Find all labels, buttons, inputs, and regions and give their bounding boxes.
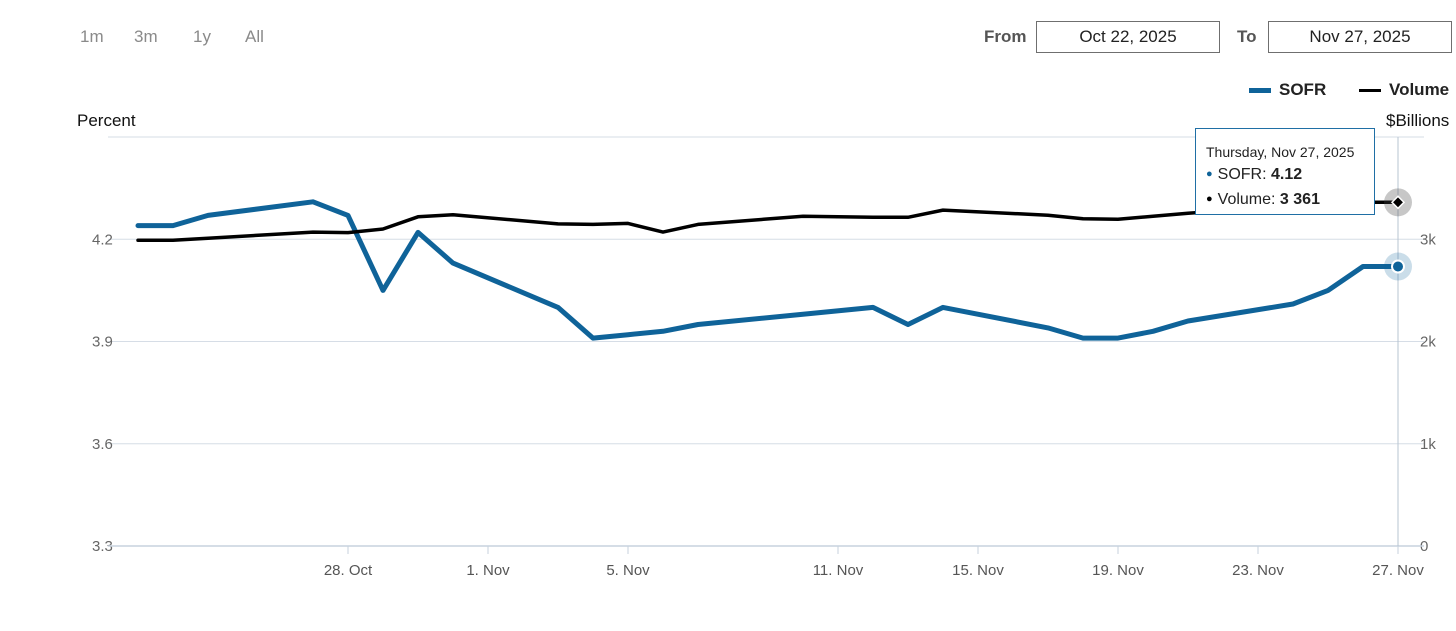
series-line-volume [136,200,1400,243]
x-axis-tick-label: 23. Nov [1232,562,1284,579]
tooltip-date: Thursday, Nov 27, 2025 [1206,144,1355,160]
right-axis-title: $Billions [1386,111,1450,130]
x-axis-tick-label: 5. Nov [606,562,650,579]
tooltip-sofr-label: SOFR: [1217,166,1271,183]
x-axis-tick-label: 28. Oct [324,562,373,579]
right-axis-tick-label: 0 [1420,538,1428,555]
left-axis-tick-label: 4.2 [92,231,113,248]
legend-label-sofr: SOFR [1279,80,1327,99]
tooltip-sofr-dot: ● [1206,168,1213,180]
tooltip-volume-value: 3 361 [1279,191,1320,208]
range-button-1y[interactable]: 1y [193,27,211,46]
legend-swatch-volume [1359,88,1381,92]
right-axis-tick-label: 2k [1420,334,1436,351]
legend-swatch-sofr [1249,87,1271,93]
x-axis-tick-label: 15. Nov [952,562,1004,579]
left-axis-tick-label: 3.9 [92,334,113,351]
from-date-input[interactable]: Oct 22, 2025 [1036,21,1220,53]
left-axis-tick-label: 3.6 [92,436,113,453]
volume-hover-point [1390,195,1406,210]
x-axis-tick-label: 27. Nov [1372,562,1424,579]
tooltip-sofr-value: 4.12 [1271,166,1303,183]
range-button-3m[interactable]: 3m [134,27,158,46]
x-axis-tick-label: 11. Nov [813,562,864,579]
legend-item-sofr[interactable]: SOFR [1249,80,1326,100]
right-axis-tick-label: 1k [1420,436,1436,453]
sofr-hover-point [1391,259,1405,274]
tooltip-volume-label: Volume: [1217,191,1280,208]
left-axis-title: Percent [77,111,136,130]
range-button-1m[interactable]: 1m [80,27,104,46]
from-label: From [984,27,1027,46]
x-axis-tick-label: 19. Nov [1092,562,1144,579]
to-date-input[interactable]: Nov 27, 2025 [1268,21,1452,53]
x-axis-tick-label: 1. Nov [466,562,510,579]
series-line-sofr [135,199,1401,341]
tooltip-row-sofr: ● SOFR: 4.12 [1206,163,1374,188]
left-axis-tick-label: 3.3 [92,538,113,555]
legend-label-volume: Volume [1389,80,1450,99]
range-button-all[interactable]: All [245,27,264,46]
tooltip-volume-dot: ● [1206,193,1213,205]
chart-tooltip: Thursday, Nov 27, 2025 ● SOFR: 4.12 ● Volu… [1195,128,1375,215]
tooltip-row-volume: ● Volume: 3 361 [1206,188,1374,213]
legend-item-volume[interactable]: Volume [1359,80,1449,100]
to-label: To [1237,27,1257,46]
right-axis-tick-label: 3k [1420,231,1436,248]
